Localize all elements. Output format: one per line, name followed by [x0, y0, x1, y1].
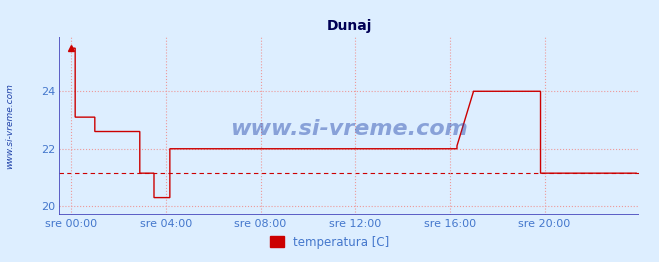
Text: www.si-vreme.com: www.si-vreme.com: [231, 119, 468, 139]
Title: Dunaj: Dunaj: [327, 19, 372, 33]
Legend: temperatura [C]: temperatura [C]: [265, 231, 394, 253]
Text: www.si-vreme.com: www.si-vreme.com: [5, 83, 14, 169]
